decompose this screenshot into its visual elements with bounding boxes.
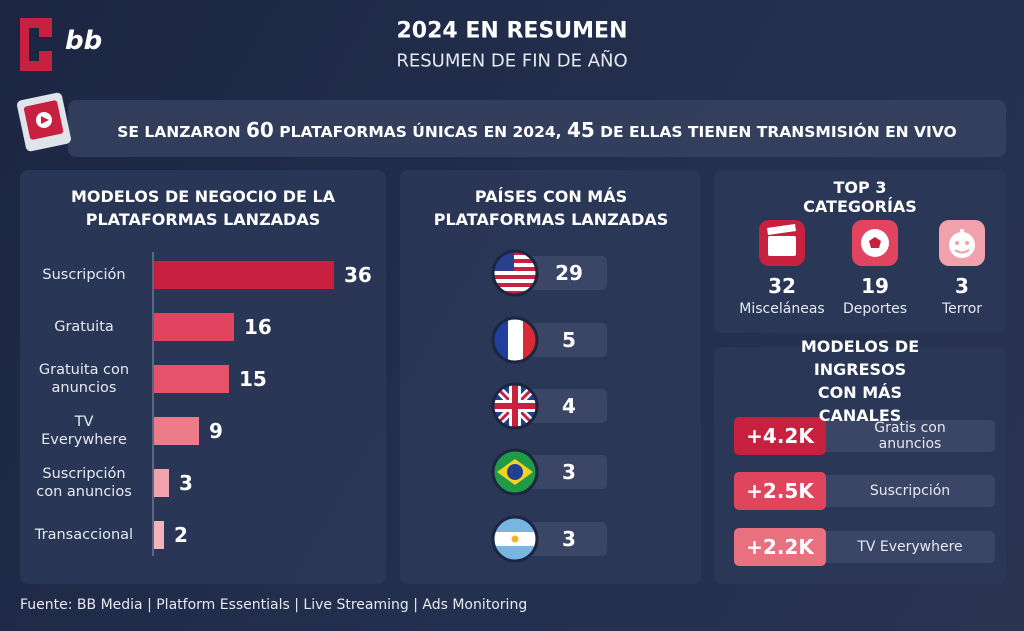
country-value: 4 <box>562 394 576 418</box>
subtitle: RESUMEN DE FIN DE AÑO <box>396 50 628 72</box>
revenue-badge <box>734 472 826 510</box>
panel-title: MODELOS DE INGRESOS CON MÁS CANALES <box>800 337 920 425</box>
banner-text: SE LANZARON 60 PLATAFORMAS ÚNICAS EN 202… <box>117 118 956 142</box>
country-value: 29 <box>555 261 583 285</box>
banner-part: PLATAFORMAS ÚNICAS EN 2024, <box>273 123 567 141</box>
category-value: 3 <box>955 274 969 298</box>
footer: Fuente: BB Media | Platform Essentials |… <box>20 597 528 613</box>
bar-label: Suscripción <box>42 267 126 283</box>
revenue-label: TV Everywhere <box>857 539 963 555</box>
category-label: Deportes <box>843 301 907 317</box>
bar-value: 2 <box>174 523 188 547</box>
bar-value: 36 <box>344 263 372 287</box>
banner-number: 45 <box>566 118 595 142</box>
country-value: 3 <box>562 527 576 551</box>
revenue-badge <box>734 417 826 455</box>
revenue-label: Gratis con anuncios <box>874 420 946 452</box>
category-value: 19 <box>861 274 889 298</box>
banner-part: DE ELLAS TIENEN TRANSMISIÓN EN VIVO <box>594 123 957 141</box>
bar-label: Transaccional <box>34 527 134 543</box>
bar-value: 15 <box>239 367 267 391</box>
banner-part: SE LANZARON <box>117 123 246 141</box>
logo-mark <box>20 18 52 71</box>
bars <box>154 261 334 549</box>
bar-value: 3 <box>179 471 193 495</box>
bar <box>154 521 164 549</box>
revenue-badge <box>734 528 826 566</box>
country-rows <box>491 249 607 563</box>
bar <box>154 417 199 445</box>
revenue-pills <box>734 417 995 566</box>
category-value: 32 <box>768 274 796 298</box>
banner-panel <box>68 100 1006 157</box>
bar <box>154 365 229 393</box>
title: 2024 EN RESUMEN <box>396 18 628 44</box>
revenue-label: Suscripción <box>869 483 951 499</box>
panel <box>400 170 701 584</box>
logo-text: bb <box>65 26 103 56</box>
bar-label: Gratuita <box>54 319 114 335</box>
bar-label: Gratuita con anuncios <box>38 362 130 396</box>
revenue-value: +2.2K <box>746 535 814 559</box>
bar <box>154 313 234 341</box>
bar-value: 16 <box>244 315 272 339</box>
panel-title: TOP 3 CATEGORÍAS <box>803 178 917 216</box>
revenue-value: +2.5K <box>746 479 814 503</box>
panel-title: PAÍSES CON MÁS PLATAFORMAS LANZADAS <box>433 187 669 229</box>
category-icons <box>759 220 985 266</box>
tv-icon <box>17 92 71 152</box>
bar-value: 9 <box>209 419 223 443</box>
bar-label: TV Everywhere <box>41 414 127 448</box>
revenue-value: +4.2K <box>746 424 814 448</box>
country-value: 3 <box>562 460 576 484</box>
category-label: Terror <box>941 301 983 317</box>
banner-number: 60 <box>245 118 274 142</box>
bar-label: Suscripción con anuncios <box>36 466 132 500</box>
category-label: Misceláneas <box>739 301 825 317</box>
panel-title: MODELOS DE NEGOCIO DE LA PLATAFORMAS LAN… <box>70 187 336 229</box>
country-value: 5 <box>562 328 576 352</box>
panel <box>714 347 1006 584</box>
bar <box>154 261 334 289</box>
bar <box>154 469 169 497</box>
